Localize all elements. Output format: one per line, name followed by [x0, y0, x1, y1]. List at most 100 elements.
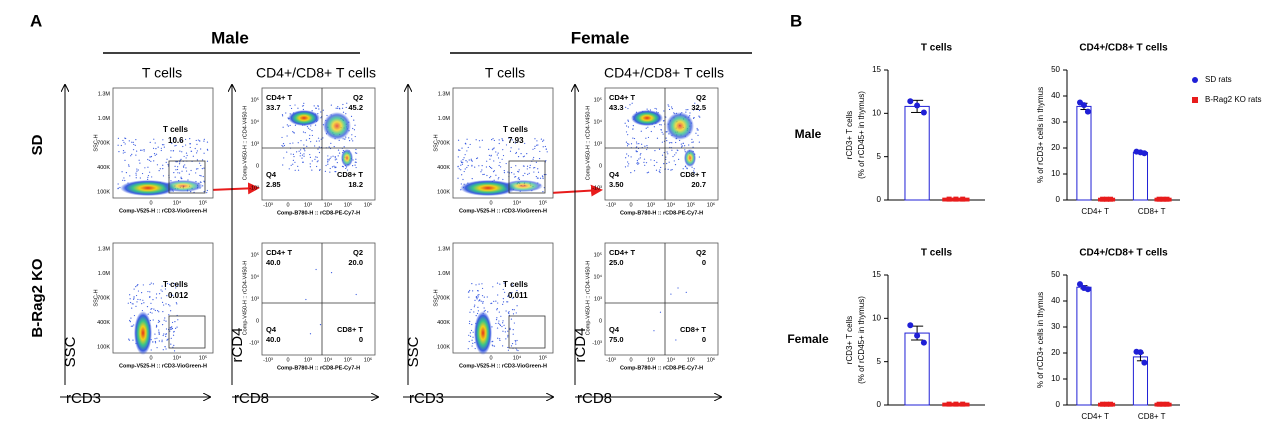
- event-dot: [301, 105, 304, 107]
- event-dot: [199, 181, 202, 183]
- event-dot: [345, 106, 347, 109]
- tick-label: 10⁵: [199, 354, 207, 361]
- event-dot: [201, 159, 204, 161]
- event-dot: [314, 158, 316, 160]
- quadrant-value: 20.0: [348, 258, 363, 267]
- event-dot: [472, 342, 474, 344]
- event-dot: [165, 335, 167, 337]
- event-dot: [499, 283, 501, 285]
- event-dot: [311, 169, 313, 171]
- event-dot: [311, 110, 313, 112]
- event-dot: [491, 139, 493, 141]
- event-dot: [194, 147, 196, 150]
- event-dot: [499, 323, 501, 325]
- event-dot: [135, 174, 137, 176]
- data-point: [907, 322, 914, 329]
- y-tick-label: 20: [1051, 348, 1060, 357]
- event-dot: [197, 168, 199, 170]
- event-dot: [477, 296, 479, 298]
- event-dot: [161, 324, 164, 326]
- quadrant-label: Q4: [609, 170, 620, 179]
- event-dot: [190, 150, 192, 152]
- event-dot: [180, 158, 182, 160]
- event-dot: [478, 294, 480, 296]
- tick-label: 10⁴: [324, 356, 333, 363]
- density: [460, 180, 516, 196]
- event-dot: [175, 169, 177, 171]
- event-dot: [150, 349, 152, 351]
- event-dot: [171, 327, 174, 330]
- row-title: B-Rag2 KO: [29, 258, 46, 338]
- event-dot: [498, 177, 500, 179]
- event-dot: [663, 120, 665, 122]
- event-dot: [153, 160, 155, 162]
- event-dot: [517, 170, 519, 173]
- event-dot: [206, 189, 208, 192]
- event-dot: [306, 126, 309, 128]
- event-dot: [535, 161, 537, 163]
- event-dot: [309, 163, 311, 165]
- event-dot: [161, 290, 163, 292]
- event-dot: [515, 151, 518, 154]
- event-dot: [474, 166, 476, 168]
- event-dot: [467, 146, 469, 149]
- event-dot: [684, 165, 687, 168]
- event-dot: [496, 317, 498, 319]
- event-dot: [505, 338, 507, 340]
- event-dot: [466, 161, 468, 163]
- event-dot: [337, 149, 340, 151]
- axis-label: rCD4: [229, 327, 246, 362]
- event-dot: [173, 330, 175, 333]
- event-dot: [481, 283, 483, 285]
- y-tick-label: 40: [1051, 91, 1060, 100]
- event-dot: [155, 297, 157, 299]
- event-dot: [129, 298, 131, 300]
- event-dot: [493, 300, 495, 302]
- quadrant-value: 3.50: [609, 180, 624, 189]
- x-tick-label: CD4+ T: [1081, 412, 1109, 421]
- event-dot: [203, 138, 205, 140]
- event-dot: [154, 338, 156, 340]
- event-dot: [293, 131, 295, 134]
- event-dot: [122, 152, 124, 154]
- event-dot: [337, 155, 339, 157]
- event-dot: [682, 168, 684, 170]
- event-dot: [499, 338, 501, 340]
- event-dot: [632, 128, 634, 130]
- event-dot: [303, 153, 305, 155]
- event-dot: [627, 161, 629, 163]
- tick-label: 10³: [647, 357, 655, 363]
- event-dot: [173, 344, 175, 346]
- event-dot: [196, 143, 198, 145]
- chart-title: CD4+/CD8+ T cells: [1079, 43, 1168, 54]
- event-dot: [497, 157, 500, 159]
- event-dot: [684, 145, 686, 147]
- event-dot: [141, 291, 143, 294]
- event-dot: [131, 325, 134, 327]
- axis-label: rCD4: [572, 327, 589, 362]
- event-dot: [161, 301, 164, 304]
- event-dot: [507, 349, 510, 351]
- quadrant-value: 33.7: [266, 103, 281, 112]
- tick-label: -10³: [592, 340, 602, 346]
- event-dot: [168, 314, 170, 316]
- event-dot: [281, 144, 283, 147]
- event-dot: [297, 107, 299, 109]
- event-dot: [495, 322, 497, 325]
- event-dot: [545, 173, 547, 176]
- event-dot: [471, 283, 473, 285]
- tick-label: -10³: [606, 202, 616, 208]
- event-dot: [466, 138, 468, 140]
- density: [288, 110, 320, 126]
- event-dot: [516, 349, 518, 351]
- event-dot: [330, 142, 332, 144]
- event-dot: [662, 133, 664, 135]
- tick-label: -10³: [592, 185, 602, 191]
- tick-label: 10⁴: [667, 201, 676, 208]
- event-dot: [643, 158, 646, 160]
- data-point: [920, 339, 927, 346]
- event-dot: [290, 164, 292, 166]
- event-dot: [148, 159, 150, 161]
- axis-label: SSC: [62, 336, 79, 367]
- event-dot: [489, 158, 491, 160]
